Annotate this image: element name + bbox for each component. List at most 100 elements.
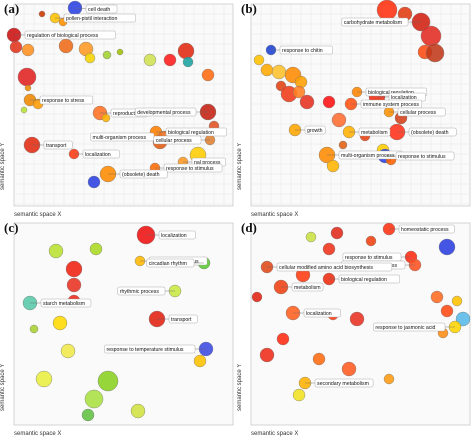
data-label: circadian rhythm xyxy=(149,261,187,267)
data-point xyxy=(271,64,287,80)
data-point xyxy=(143,53,157,67)
label-box xyxy=(163,163,223,173)
y-axis-label: semantic space Y xyxy=(0,363,6,411)
plot-area xyxy=(13,222,234,426)
data-point xyxy=(177,42,195,60)
data-point xyxy=(58,38,74,54)
data-label: response to temperature stimulus xyxy=(106,347,183,353)
data-point xyxy=(84,52,96,64)
data-point xyxy=(60,343,76,359)
data-label: response to stimulus xyxy=(345,255,393,261)
data-label: biological regulation xyxy=(168,130,214,136)
label-box xyxy=(158,230,196,240)
data-label: rhythmic process xyxy=(120,289,160,295)
data-label: transport xyxy=(171,317,192,323)
label-box xyxy=(398,224,455,234)
data-point xyxy=(376,0,398,21)
x-axis-label: semantic space X xyxy=(251,212,299,218)
data-point xyxy=(331,112,347,128)
data-point xyxy=(420,25,442,47)
label-box xyxy=(146,258,195,268)
scatter-plot-b: carbohydrate metabolism response to chiti… xyxy=(250,0,471,207)
data-point xyxy=(29,324,39,334)
panel-letter: (a) xyxy=(4,1,20,16)
label-box xyxy=(135,107,197,117)
data-label: metabolism xyxy=(361,130,388,136)
data-label: localization xyxy=(306,311,332,317)
label-box xyxy=(279,45,333,55)
label-box xyxy=(82,149,120,159)
panel-letter: (c) xyxy=(4,220,19,235)
data-point xyxy=(182,56,194,68)
y-axis-label: semantic space Y xyxy=(0,142,6,190)
data-label: cellular modified amino acid biosynthesi… xyxy=(279,265,373,271)
data-point xyxy=(193,354,207,368)
label-box xyxy=(153,135,202,145)
data-point xyxy=(299,94,315,110)
data-point xyxy=(430,290,444,304)
data-point xyxy=(38,10,46,18)
data-point xyxy=(24,84,32,92)
panel-b: carbohydrate metabolism response to chiti… xyxy=(237,0,474,219)
data-label: response to stimulus xyxy=(166,166,214,172)
label-box xyxy=(24,30,116,40)
data-label: nal process xyxy=(194,160,221,166)
data-label: multi-organism process xyxy=(93,135,147,141)
data-point xyxy=(292,85,306,99)
panel-letter: (b) xyxy=(241,1,257,16)
data-point xyxy=(87,175,101,189)
data-point xyxy=(260,63,274,77)
data-point xyxy=(259,347,275,363)
data-point xyxy=(438,238,456,256)
data-point xyxy=(130,403,146,419)
data-point xyxy=(322,95,336,109)
data-point xyxy=(89,242,103,256)
data-point xyxy=(163,53,177,67)
data-label: cellular process xyxy=(156,138,192,144)
data-label: transport xyxy=(46,143,67,149)
data-label: developmental process xyxy=(137,110,191,116)
data-label: metabolism xyxy=(294,285,321,291)
data-point xyxy=(349,311,365,327)
data-label: pollen-pistil interaction xyxy=(66,16,117,22)
data-point xyxy=(84,389,104,409)
data-point xyxy=(365,235,377,247)
panel-d: homeostatic process response to stimulus m… xyxy=(237,219,474,438)
data-point xyxy=(455,311,471,327)
data-point xyxy=(322,242,336,256)
panel-a: cell death pollen-pistil interaction regul… xyxy=(0,0,237,219)
data-label: regulation of biological process xyxy=(27,33,99,39)
y-axis-label: semantic space Y xyxy=(237,142,243,190)
data-point xyxy=(251,291,263,303)
data-point xyxy=(21,43,35,57)
data-point xyxy=(81,408,95,422)
data-point xyxy=(66,277,82,293)
data-label: response to chitin xyxy=(282,48,323,54)
label-box xyxy=(303,308,341,318)
scatter-plot-a: cell death pollen-pistil interaction regul… xyxy=(6,0,234,207)
data-label: multi-organism process xyxy=(341,153,395,159)
label-box xyxy=(276,262,393,272)
data-point xyxy=(102,50,112,60)
y-axis-label: semantic space Y xyxy=(237,363,243,411)
data-point xyxy=(330,226,344,240)
label-box xyxy=(314,378,374,388)
label-box xyxy=(291,282,324,292)
label-box xyxy=(373,322,446,332)
label-box xyxy=(39,95,93,105)
data-label: growth xyxy=(307,128,323,134)
data-point xyxy=(9,40,23,54)
label-box xyxy=(397,107,446,117)
data-point xyxy=(97,370,119,392)
label-box xyxy=(304,125,326,135)
label-box xyxy=(168,314,198,324)
data-point xyxy=(48,243,64,259)
data-label: immune system process xyxy=(363,102,419,108)
scatter-plot-d: homeostatic process response to stimulus m… xyxy=(250,222,471,426)
label-box xyxy=(358,127,391,137)
data-label: cell death xyxy=(88,7,110,13)
data-point xyxy=(35,370,53,388)
data-label: response to jasmonic acid xyxy=(375,325,435,331)
data-point xyxy=(292,388,306,402)
